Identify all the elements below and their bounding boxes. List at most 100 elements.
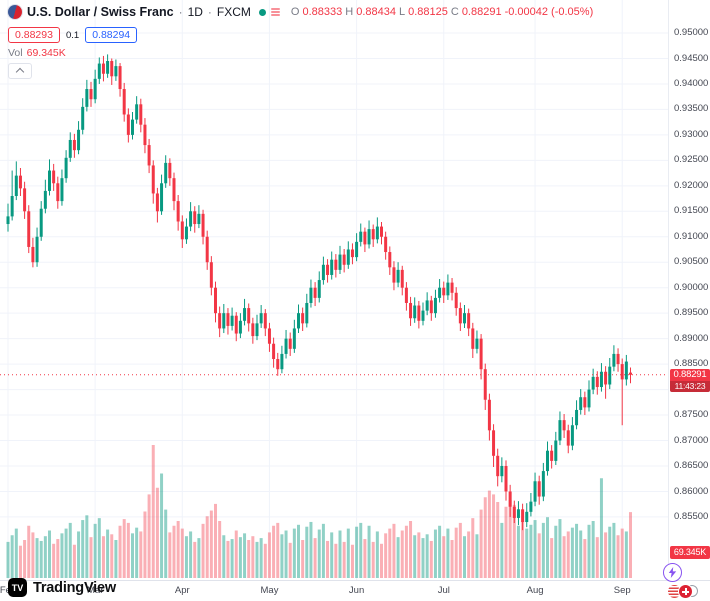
volume-bar xyxy=(214,503,217,578)
candle-body xyxy=(479,338,483,370)
volume-bar xyxy=(276,522,280,578)
candle-body xyxy=(93,78,97,100)
volume-bar xyxy=(359,522,363,578)
volume-bar xyxy=(35,538,39,578)
time-axis[interactable]: FebMarAprMayJunJulAugSep xyxy=(0,580,710,601)
volume-bar xyxy=(189,531,193,578)
candle-body xyxy=(10,196,14,217)
price-tick-label: 0.90500 xyxy=(674,256,709,268)
volume-bar xyxy=(56,539,60,578)
currency-pair-flags[interactable] xyxy=(668,585,692,598)
candle-body xyxy=(139,104,143,125)
ask-button[interactable]: 0.88294 xyxy=(85,27,138,43)
tradingview-watermark[interactable]: TV TradingView xyxy=(8,578,116,597)
candle-body xyxy=(238,320,242,334)
candle-body xyxy=(288,338,292,349)
close-value: 0.88291 xyxy=(461,6,502,18)
volume-bar xyxy=(72,544,76,578)
volume-bar xyxy=(504,506,508,578)
instrument-logo-icon[interactable] xyxy=(8,5,22,19)
legend-collapse-button[interactable] xyxy=(8,63,32,79)
symbol-title[interactable]: U.S. Dollar / Swiss Franc xyxy=(27,5,174,19)
candle-body xyxy=(404,287,408,303)
candle-body xyxy=(101,63,105,74)
candle-body xyxy=(14,175,18,197)
candle-body xyxy=(604,371,608,385)
volume-bar xyxy=(263,543,267,578)
candle-body xyxy=(438,287,442,298)
volume-bar xyxy=(292,528,296,578)
volume-indicator-row: Vol 69.345K xyxy=(8,47,66,59)
price-tick-label: 0.90000 xyxy=(674,281,709,293)
volume-bar xyxy=(570,527,574,578)
candle-body xyxy=(284,338,288,354)
candle-body xyxy=(595,376,599,388)
bid-button[interactable]: 0.88293 xyxy=(8,27,60,43)
candle-body xyxy=(355,241,359,258)
volume-bar xyxy=(326,540,330,578)
interval-button[interactable]: 1D xyxy=(187,5,203,19)
month-label: Apr xyxy=(174,585,190,596)
exchange-label: FXCM xyxy=(216,5,251,19)
price-tick-label: 0.88500 xyxy=(674,358,709,370)
candle-body xyxy=(60,178,64,202)
volume-bar xyxy=(446,528,450,578)
volume-bar xyxy=(259,538,263,578)
candle-body xyxy=(579,397,583,410)
candle-body xyxy=(27,211,31,247)
close-label: C xyxy=(450,6,459,18)
candle-body xyxy=(467,313,471,329)
candle-body xyxy=(172,178,176,202)
price-axis[interactable]: 0.95000 0.94500 0.94000 0.93500 0.93000 0.925… xyxy=(668,0,710,580)
open-value: 0.88333 xyxy=(302,6,343,18)
volume-bar xyxy=(562,536,566,578)
boost-button[interactable] xyxy=(663,563,682,582)
month-label: Jul xyxy=(437,585,450,596)
high-value: 0.88434 xyxy=(356,6,396,18)
volume-bar xyxy=(467,531,471,578)
volume-bar xyxy=(433,529,437,578)
volume-bar xyxy=(172,525,176,578)
candle-body xyxy=(471,328,475,349)
quick-menu-icon[interactable] xyxy=(270,8,280,16)
volume-bar xyxy=(77,531,81,578)
volume-bar xyxy=(101,536,105,578)
volume-bar xyxy=(234,530,238,578)
volume-bar xyxy=(197,538,201,578)
volume-bar xyxy=(541,522,545,578)
candle-body xyxy=(330,259,334,275)
candle-body xyxy=(230,315,234,326)
candle-body xyxy=(516,509,520,518)
candle-body xyxy=(64,157,68,179)
volume-bar xyxy=(579,530,583,578)
low-value: 0.88125 xyxy=(408,6,448,18)
chf-flag-icon xyxy=(679,585,692,598)
volume-bar xyxy=(305,526,309,578)
candle-body xyxy=(267,328,271,344)
candle-body xyxy=(197,213,201,225)
volume-bar xyxy=(404,525,408,578)
volume-bar xyxy=(147,494,151,578)
candle-body xyxy=(487,399,491,431)
bid-ask-row: 0.88293 0.1 0.88294 xyxy=(8,27,138,43)
volume-bar xyxy=(64,528,68,578)
volume-bar xyxy=(18,545,22,578)
volume-bar xyxy=(31,532,35,578)
volume-bar xyxy=(409,521,413,578)
price-tick-label: 0.89000 xyxy=(674,332,709,344)
volume-bar xyxy=(180,528,184,578)
candle-body xyxy=(334,259,338,270)
price-tick-label: 0.85500 xyxy=(674,510,709,522)
volume-bar xyxy=(251,536,255,578)
volume-bar xyxy=(463,536,466,578)
candle-body xyxy=(243,308,247,321)
candle-body xyxy=(380,226,383,237)
volume-bar xyxy=(496,502,500,578)
month-label: Sep xyxy=(613,585,631,596)
candle-body xyxy=(205,236,209,263)
volume-bar xyxy=(537,533,541,578)
candlestick-chart-pane[interactable] xyxy=(0,0,668,580)
candle-body xyxy=(48,170,51,191)
market-status-icon[interactable] xyxy=(258,8,266,16)
candle-body xyxy=(309,287,313,303)
